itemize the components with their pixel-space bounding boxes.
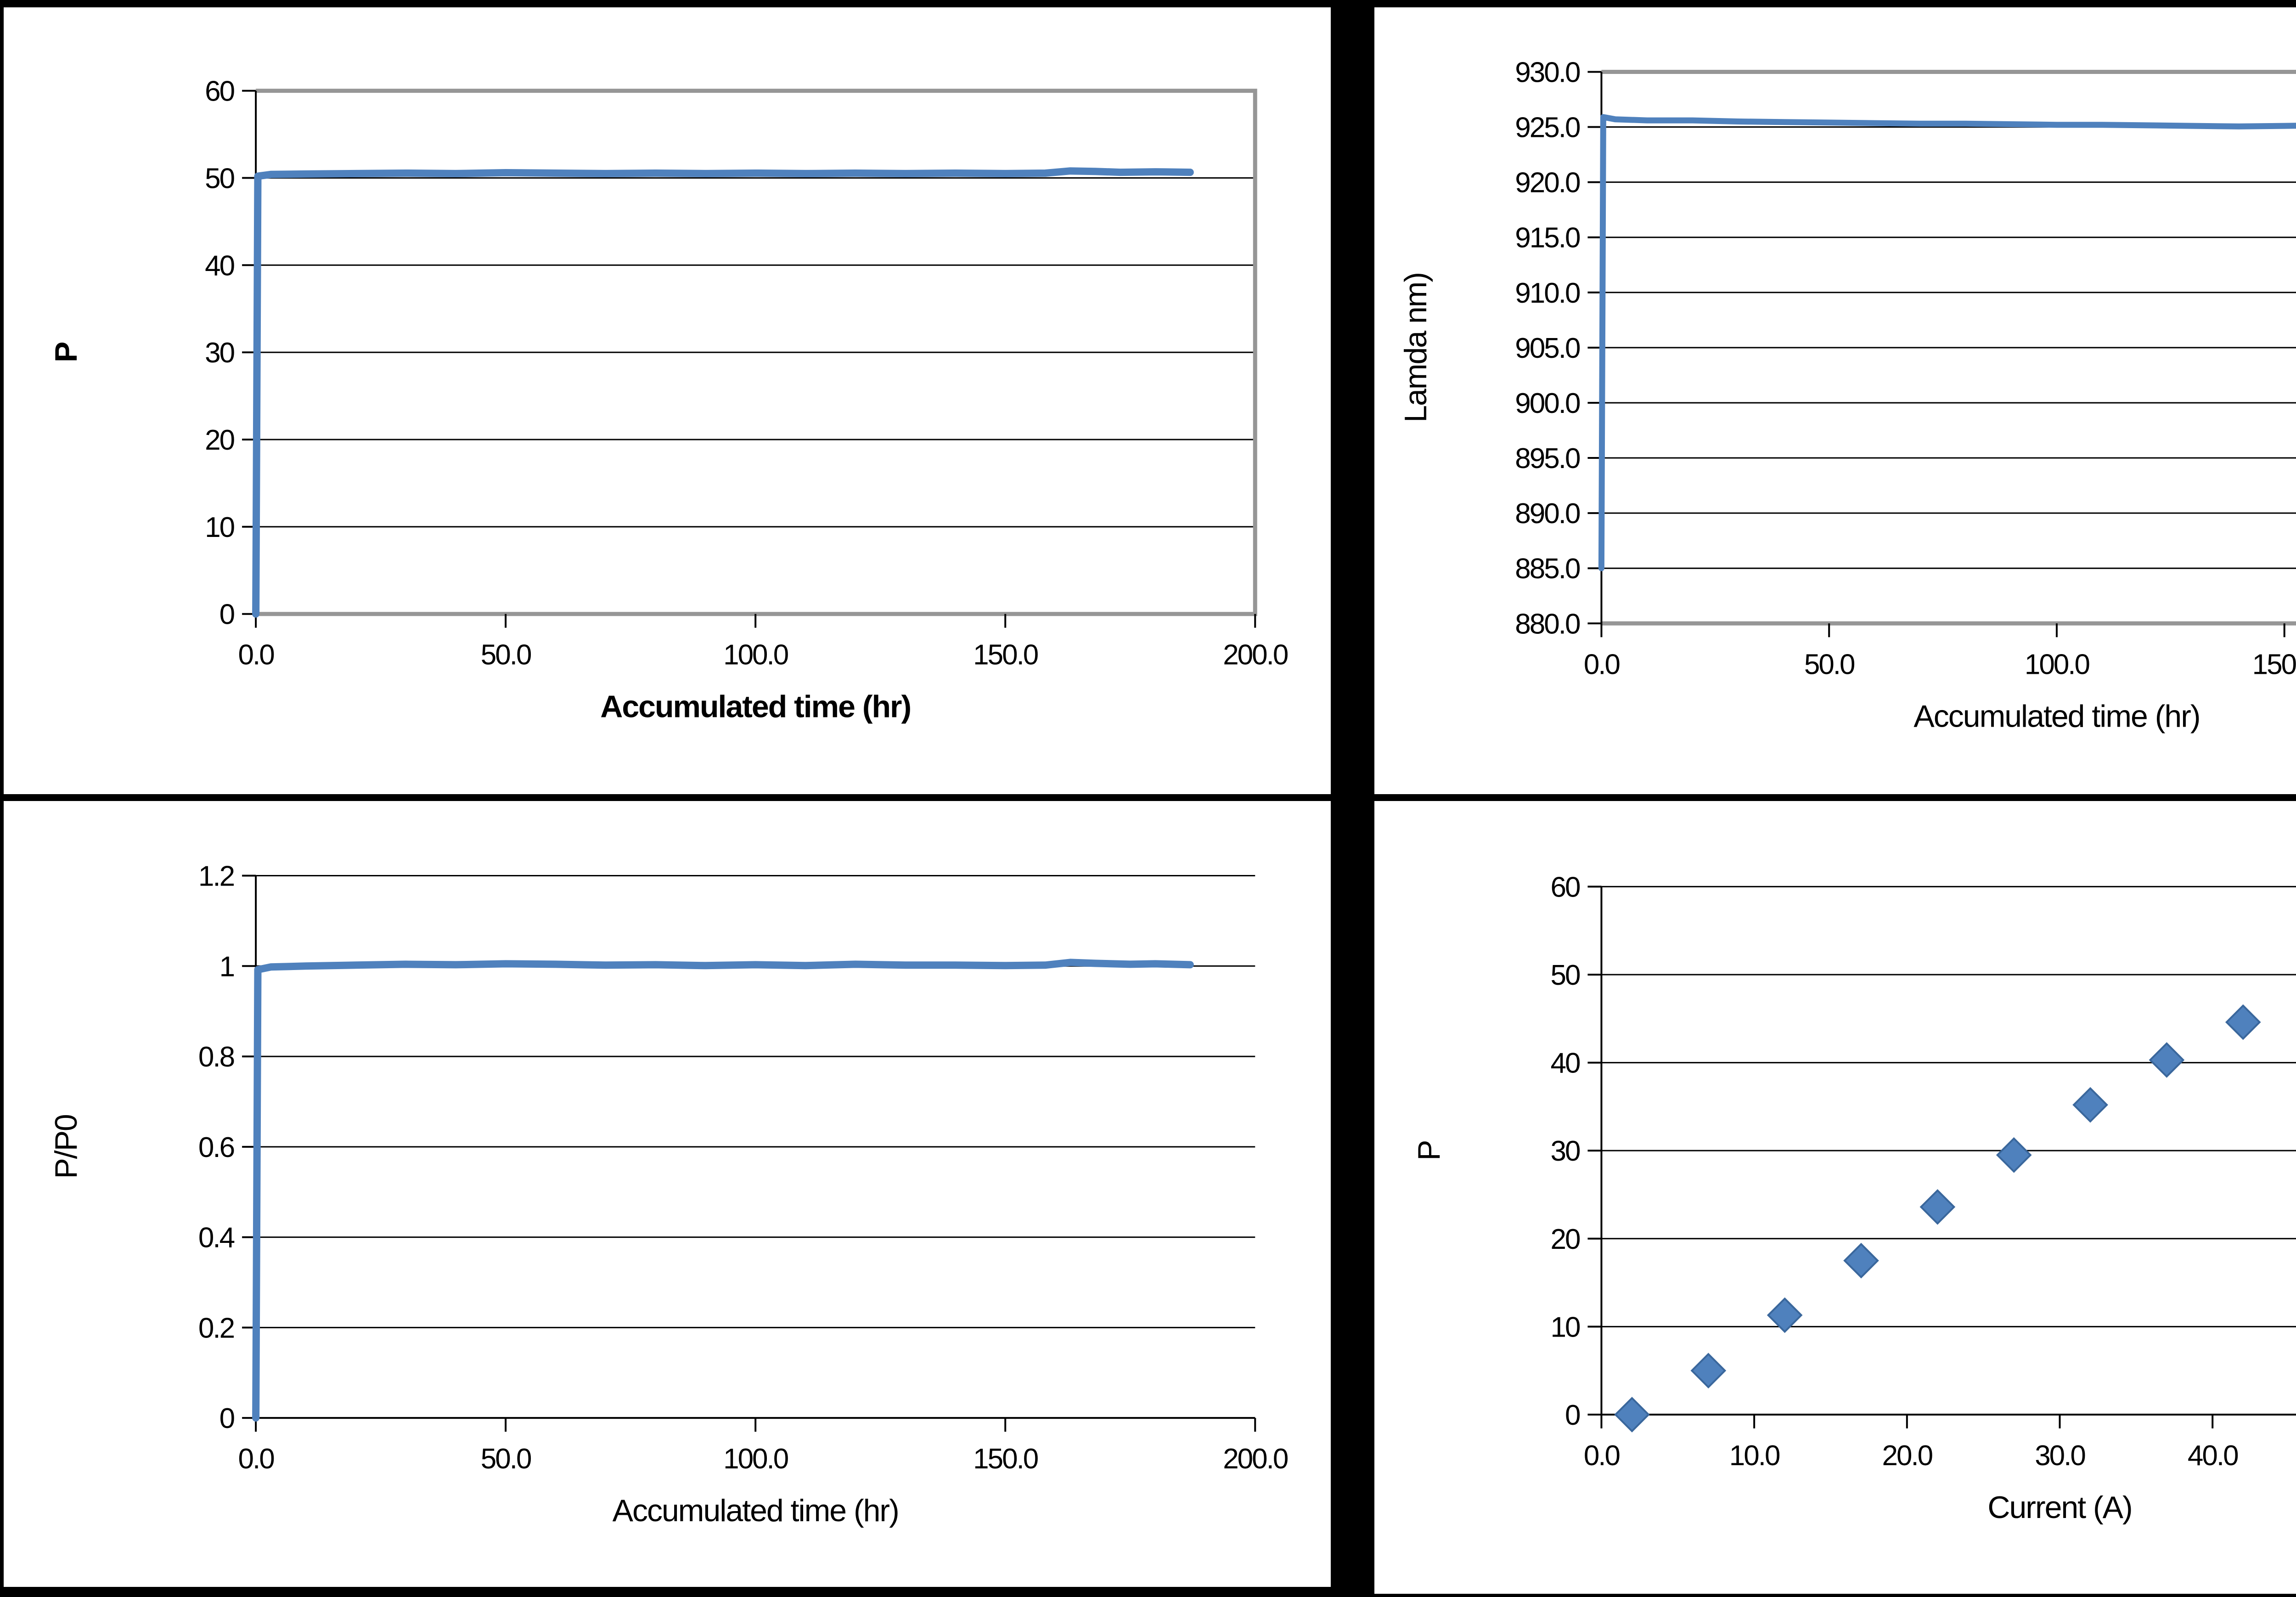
scatter-point-diamond (2225, 1004, 2261, 1040)
y-tick-label: 60 (1550, 871, 1580, 903)
x-axis-label: Accumulated time (hr) (600, 689, 911, 724)
x-tick-label: 100.0 (723, 1443, 788, 1475)
x-tick-label: 30.0 (2035, 1440, 2085, 1472)
y-tick-label: 930.0 (1515, 56, 1580, 88)
series-line (1598, 114, 2296, 571)
x-axis-label: Accumulated time (hr) (613, 1493, 899, 1528)
y-tick-label: 905.0 (1515, 333, 1580, 364)
scatter-point-diamond (1919, 1189, 1956, 1225)
plot-border (256, 89, 1257, 616)
wavelength-vs-time-chart: 880.0 885.0 890.0 895.0 900.0 905.0 910.0 915.0… (1398, 56, 2296, 734)
scatter-point-diamond (1843, 1242, 1879, 1279)
y-tick-label: 40 (1550, 1048, 1580, 1079)
y-tick-label: 20 (1550, 1224, 1580, 1255)
y-tick-label: 30 (205, 337, 234, 369)
y-tick-label: 10 (1550, 1311, 1580, 1343)
y-tick-label: 0.2 (198, 1312, 234, 1344)
x-tick-label: 50.0 (1804, 649, 1855, 680)
chart-panel-wavelength-vs-time: 880.0 885.0 890.0 895.0 900.0 905.0 910.0 915.0… (1374, 7, 2296, 794)
y-axis-label: Lamda nm) (1398, 273, 1433, 423)
x-tick-label: 20.0 (1882, 1440, 1932, 1472)
x-tick-label: 150.0 (2252, 649, 2296, 680)
x-tick-label: 50.0 (481, 1443, 531, 1475)
y-axis-label: P (49, 342, 84, 362)
y-tick-label: 1 (219, 951, 234, 982)
normalized-power-vs-time-chart: 0 0.2 0.4 0.6 0.8 1 1.2 0.0 50.0 100.0 150.0 200.0 A… (49, 861, 1289, 1529)
x-tick-label: 0.0 (1584, 1440, 1620, 1472)
y-tick-label: 0.4 (198, 1222, 235, 1254)
y-tick-label: 880.0 (1515, 608, 1580, 640)
y-tick-label: 925.0 (1515, 112, 1580, 144)
series-line (252, 167, 1194, 618)
y-axis-label: P (1412, 1140, 1446, 1160)
y-tick-label: 890.0 (1515, 498, 1580, 530)
series-line (252, 959, 1194, 1422)
y-tick-label: 920.0 (1515, 167, 1580, 199)
chart-panel-normalized-power-vs-time: 0 0.2 0.4 0.6 0.8 1 1.2 0.0 50.0 100.0 150.0 200.0 A… (4, 801, 1331, 1587)
scatter-point-diamond (1690, 1353, 1727, 1388)
power-vs-time-chart: 0 10 20 30 40 50 60 0.0 50.0 100.0 150.0 200.0 Accum… (49, 76, 1289, 724)
y-tick-label: 30 (1550, 1135, 1580, 1167)
y-tick-label: 50 (1550, 959, 1580, 991)
y-tick-label: 900.0 (1515, 388, 1580, 419)
y-tick-label: 885.0 (1515, 553, 1580, 585)
power-vs-current-chart: 01020304050600.010.020.030.040.050.060.0… (1412, 871, 2296, 1525)
x-axis-label: Current (A) (1987, 1490, 2132, 1525)
y-tick-label: 0.8 (198, 1041, 234, 1073)
x-tick-label: 100.0 (723, 639, 788, 671)
x-tick-label: 0.0 (1584, 649, 1620, 680)
x-tick-label: 50.0 (481, 639, 531, 671)
y-tick-label: 50 (205, 163, 234, 194)
scatter-point-diamond (2072, 1087, 2108, 1123)
x-tick-label: 40.0 (2188, 1440, 2238, 1472)
scatter-point-diamond (2149, 1042, 2185, 1078)
y-tick-label: 910.0 (1515, 277, 1580, 309)
y-tick-label: 895.0 (1515, 443, 1580, 474)
y-tick-label: 0 (219, 1403, 235, 1434)
x-tick-label: 200.0 (1223, 639, 1288, 671)
scatter-point-diamond (1614, 1397, 1650, 1433)
x-axis-label: Accumulated time (hr) (1913, 699, 2200, 734)
y-tick-label: 0 (1565, 1399, 1580, 1431)
x-tick-label: 0.0 (238, 1443, 274, 1475)
y-tick-label: 1.2 (198, 861, 234, 892)
y-axis-label: P/P0 (49, 1115, 84, 1179)
y-tick-label: 0 (219, 599, 235, 631)
y-tick-label: 915.0 (1515, 222, 1580, 254)
x-tick-label: 200.0 (1223, 1443, 1288, 1475)
x-tick-label: 150.0 (973, 1443, 1038, 1475)
scatter-point-diamond (1767, 1297, 1803, 1333)
x-tick-label: 10.0 (1729, 1440, 1780, 1472)
y-tick-label: 40 (205, 250, 234, 282)
x-tick-label: 150.0 (973, 639, 1038, 671)
scatter-point-diamond (1996, 1137, 2032, 1173)
y-tick-label: 20 (205, 424, 234, 456)
y-tick-label: 10 (205, 512, 234, 543)
y-tick-label: 0.6 (198, 1132, 234, 1163)
x-tick-label: 100.0 (2025, 649, 2090, 680)
chart-panel-power-vs-time: 0 10 20 30 40 50 60 0.0 50.0 100.0 150.0 200.0 Accum… (4, 7, 1331, 794)
y-tick-label: 60 (205, 76, 234, 107)
x-tick-label: 0.0 (238, 639, 274, 671)
chart-panel-power-vs-current: 01020304050600.010.020.030.040.050.060.0… (1374, 801, 2296, 1594)
